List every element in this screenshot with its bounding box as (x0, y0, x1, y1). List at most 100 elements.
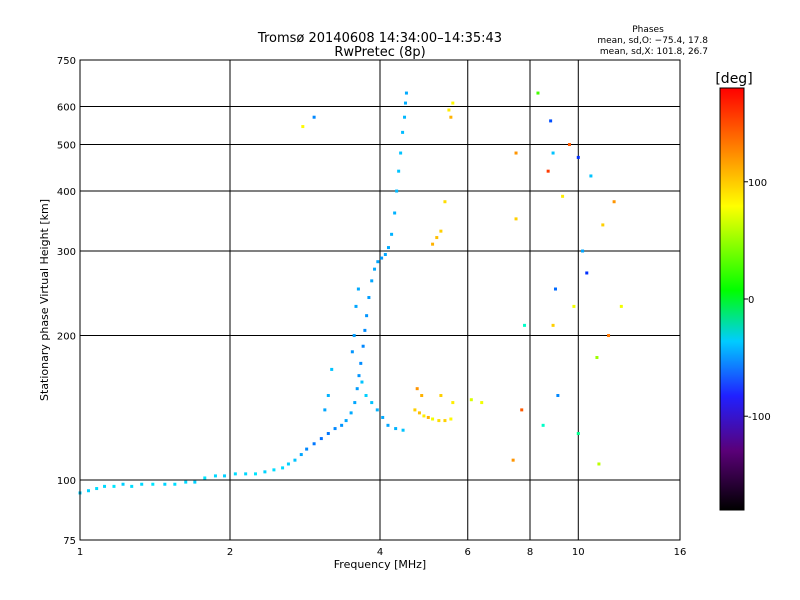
scatter-points (78, 91, 623, 495)
data-point-o (390, 232, 394, 236)
x-tick-label: 2 (227, 547, 233, 558)
data-point-x (480, 401, 484, 405)
data-point-x (449, 115, 453, 119)
data-point-o (367, 296, 371, 300)
data-point-o (130, 484, 134, 488)
data-point-o (112, 484, 116, 488)
data-point-x (589, 174, 593, 178)
y-tick-label: 200 (57, 332, 76, 343)
data-point-o (272, 468, 276, 472)
data-point-o (253, 472, 257, 476)
data-point-o (356, 287, 360, 291)
data-point-x (541, 423, 545, 427)
data-point-o (173, 482, 177, 486)
y-tick-label: 500 (57, 141, 76, 152)
data-point-o (364, 394, 368, 398)
y-tick-label: 300 (57, 247, 76, 258)
data-point-x (597, 462, 601, 466)
data-point-o (393, 211, 397, 215)
data-point-o (365, 314, 369, 318)
data-point-x (431, 417, 435, 421)
data-point-o (401, 130, 405, 134)
plot-frame (79, 59, 681, 541)
data-point-o (263, 470, 267, 474)
data-point-o (203, 476, 207, 480)
data-point-x (439, 394, 443, 398)
data-point-o (361, 344, 365, 348)
data-point-x (413, 408, 417, 412)
y-tick-label: 400 (57, 187, 76, 198)
data-point-x (567, 143, 571, 147)
colorbar-label: [deg] (715, 71, 752, 87)
data-point-x (595, 355, 599, 359)
y-axis-ticks: 75 100 200 300 400 500 600 750 (57, 56, 76, 547)
data-point-x (415, 387, 419, 391)
data-point-x (612, 200, 616, 204)
data-point-o (386, 246, 390, 250)
data-point-x (553, 287, 557, 291)
data-point-o (86, 489, 90, 493)
data-point-o (184, 480, 188, 484)
data-point-o (326, 394, 330, 398)
data-point-o (299, 453, 303, 457)
data-point-o (305, 447, 309, 451)
data-point-x (576, 432, 580, 436)
data-point-o (397, 169, 401, 173)
data-point-x (435, 236, 439, 240)
data-point-o (323, 408, 327, 412)
data-point-o (330, 367, 334, 371)
data-point-o (95, 487, 99, 491)
x-tick-label: 8 (527, 547, 533, 558)
data-point-o (333, 427, 337, 431)
y-tick-label: 750 (57, 56, 76, 67)
data-point-x (426, 415, 430, 419)
data-point-x (619, 304, 623, 308)
data-point-o (399, 151, 403, 155)
colorbar-tick-label: 100 (748, 178, 767, 189)
data-point-o (363, 328, 367, 332)
data-point-o (312, 442, 316, 446)
data-point-x (556, 394, 560, 398)
x-axis-label: Frequency [MHz] (334, 558, 426, 571)
data-point-o (376, 260, 380, 264)
data-point-x (601, 223, 605, 227)
data-point-x (576, 155, 580, 159)
data-point-x (581, 249, 585, 253)
data-point-x (417, 411, 421, 415)
data-point-o (281, 466, 285, 470)
data-point-o (403, 115, 407, 119)
data-point-x (561, 194, 565, 198)
data-point-x (585, 271, 589, 275)
data-point-x (301, 125, 305, 129)
data-point-o (381, 415, 385, 419)
data-point-o (370, 401, 374, 405)
data-point-x (443, 200, 447, 204)
data-point-o (193, 480, 197, 484)
data-point-o (395, 189, 399, 193)
data-point-x (514, 217, 518, 221)
data-point-o (380, 256, 384, 260)
data-point-o (353, 401, 357, 405)
data-point-o (151, 482, 155, 486)
data-point-x (551, 151, 555, 155)
data-point-o (233, 472, 237, 476)
data-point-x (420, 394, 424, 398)
data-point-o (244, 472, 248, 476)
data-point-o (350, 350, 354, 354)
x-axis-ticks: 1 2 4 6 8 10 16 (77, 547, 687, 558)
data-point-x (437, 419, 441, 423)
data-point-x (511, 458, 515, 462)
grid-lines (80, 60, 680, 540)
y-tick-label: 100 (57, 476, 76, 487)
data-point-o (383, 253, 387, 257)
y-axis-label: Stationary phase Virtual Height [km] (38, 199, 51, 401)
data-point-x (523, 323, 527, 327)
x-tick-label: 16 (674, 547, 687, 558)
x-tick-label: 1 (77, 547, 83, 558)
data-point-o (319, 437, 323, 441)
data-point-o (404, 91, 408, 95)
data-point-o (286, 462, 290, 466)
data-point-x (520, 408, 524, 412)
colorbar (719, 87, 745, 511)
